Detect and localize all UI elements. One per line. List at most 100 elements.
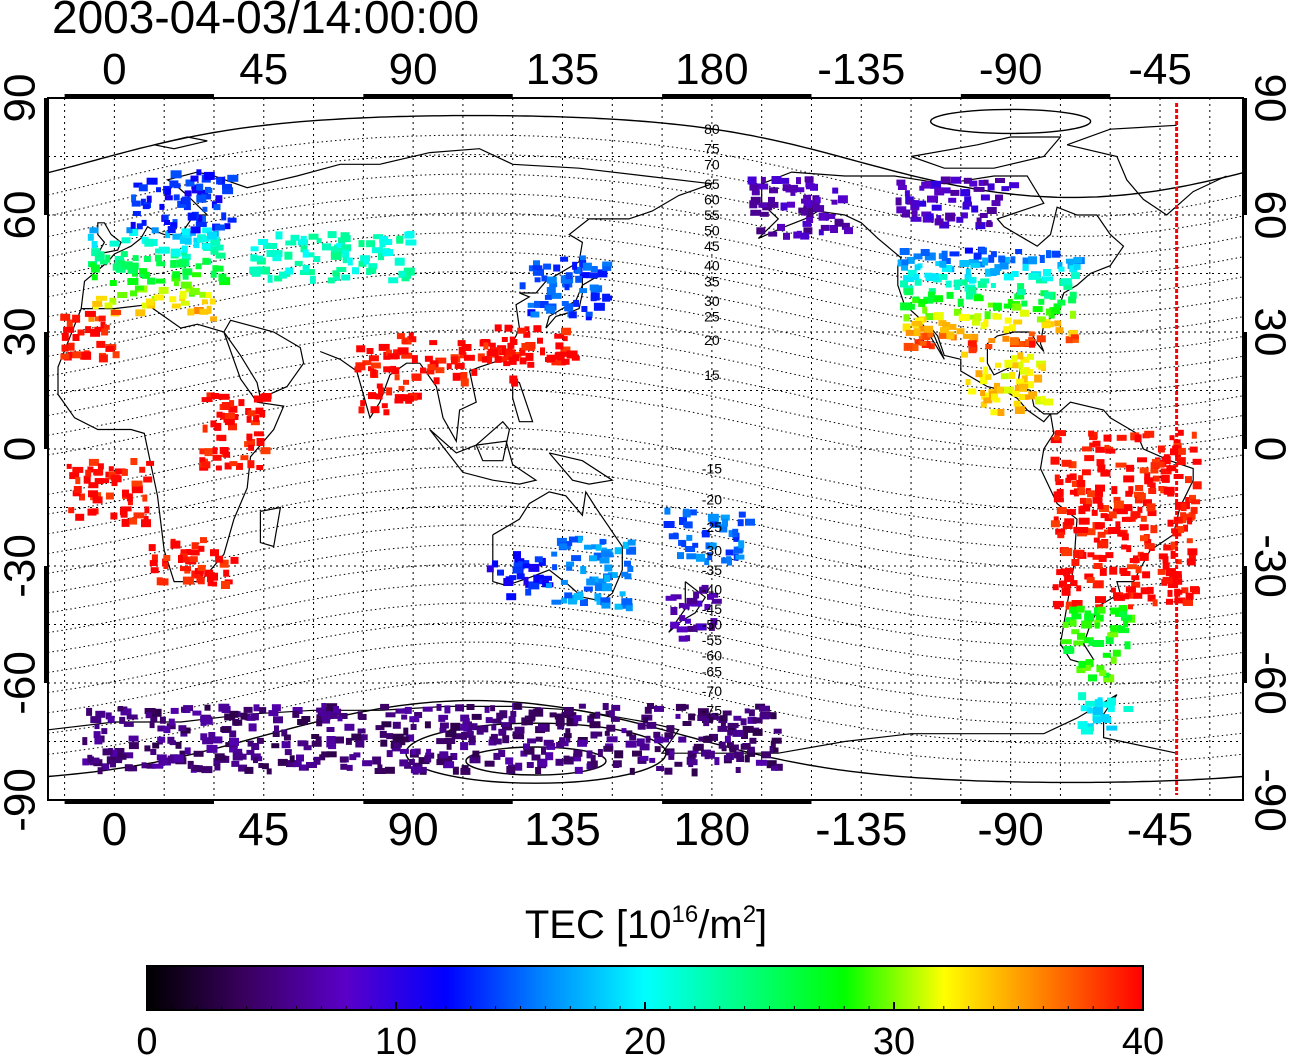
tec-cell bbox=[991, 200, 1001, 207]
tec-cell bbox=[900, 280, 908, 288]
tec-cell bbox=[191, 570, 201, 579]
tec-cell bbox=[532, 265, 543, 271]
tec-cell bbox=[787, 201, 795, 208]
tec-cell bbox=[565, 728, 571, 735]
tec-cell bbox=[1094, 607, 1100, 616]
tec-cell bbox=[559, 737, 566, 744]
tec-cell bbox=[216, 177, 223, 185]
tec-cell bbox=[185, 179, 195, 187]
contour-label: -45 bbox=[702, 601, 722, 617]
tec-cell bbox=[912, 344, 919, 351]
tec-cell bbox=[703, 718, 710, 727]
tec-cell bbox=[338, 713, 348, 719]
tec-cell bbox=[1139, 552, 1149, 561]
tec-cell bbox=[546, 583, 552, 589]
tec-cell bbox=[688, 713, 696, 721]
tec-cell bbox=[602, 261, 613, 267]
tec-cell bbox=[684, 618, 691, 624]
tec-cell bbox=[274, 725, 279, 733]
tec-cell bbox=[393, 349, 402, 356]
tec-cell bbox=[1162, 576, 1173, 584]
top-lon-tick-label: 180 bbox=[675, 45, 748, 94]
tec-cell bbox=[313, 256, 321, 262]
tec-cell bbox=[1001, 186, 1010, 192]
tec-cell bbox=[678, 736, 687, 743]
tec-cell bbox=[1034, 374, 1043, 383]
tec-cell bbox=[1092, 554, 1103, 560]
tec-cell bbox=[88, 509, 97, 515]
tec-cell bbox=[566, 541, 573, 547]
tec-cell bbox=[747, 749, 756, 757]
tec-cell bbox=[643, 717, 649, 724]
tec-cell bbox=[105, 492, 114, 500]
tec-cell bbox=[596, 599, 604, 605]
tec-cell bbox=[597, 749, 603, 757]
tec-cell bbox=[997, 409, 1005, 416]
tec-cell bbox=[645, 735, 651, 743]
tec-cell bbox=[1073, 640, 1084, 646]
tec-cell bbox=[524, 326, 530, 332]
tec-cell bbox=[721, 557, 728, 564]
tec-cell bbox=[229, 461, 238, 467]
tec-cell bbox=[669, 750, 675, 756]
tec-cell bbox=[780, 202, 788, 211]
tec-cell bbox=[958, 314, 970, 321]
tec-cell bbox=[414, 712, 423, 718]
tec-cell bbox=[1088, 430, 1095, 437]
tec-cell bbox=[1093, 537, 1100, 543]
top-lon-tick-label: 45 bbox=[239, 45, 288, 94]
tec-cell bbox=[738, 540, 745, 549]
tec-cell bbox=[597, 269, 608, 278]
tec-cell bbox=[735, 767, 741, 773]
tec-cell bbox=[619, 591, 626, 597]
tec-cell bbox=[253, 395, 263, 403]
tec-cell bbox=[1082, 446, 1092, 452]
tec-cell bbox=[696, 553, 705, 562]
tec-cell bbox=[390, 365, 396, 371]
tec-cell bbox=[1070, 272, 1080, 280]
tec-cell bbox=[814, 197, 821, 204]
tec-cell bbox=[128, 742, 139, 750]
tec-cell bbox=[960, 212, 968, 219]
tec-cell bbox=[436, 738, 446, 745]
tec-cell bbox=[1110, 587, 1116, 593]
tec-colorbar: 0 10 20 30 40 bbox=[136, 965, 1164, 1057]
tec-cell bbox=[439, 751, 449, 759]
tec-cell bbox=[681, 704, 689, 710]
tec-cell bbox=[346, 764, 353, 771]
tec-cell bbox=[604, 564, 613, 572]
tec-cell bbox=[1126, 545, 1132, 553]
tec-cell bbox=[159, 203, 165, 210]
tec-cell bbox=[903, 342, 914, 351]
tec-cell bbox=[109, 297, 117, 305]
tec-cell bbox=[120, 251, 128, 258]
tec-cell bbox=[184, 237, 192, 245]
tec-cell bbox=[1131, 575, 1140, 581]
tec-cell bbox=[292, 761, 302, 768]
contour-line bbox=[48, 290, 1243, 374]
tec-cell bbox=[1185, 497, 1193, 503]
tec-cell bbox=[1069, 265, 1078, 273]
top-lon-tick-label: 135 bbox=[526, 45, 599, 94]
tec-cell bbox=[403, 379, 409, 385]
tec-cell bbox=[141, 519, 151, 528]
tec-cell bbox=[1147, 510, 1157, 517]
tec-cell bbox=[632, 750, 642, 757]
tec-cell bbox=[1100, 714, 1110, 723]
tec-cell bbox=[386, 387, 393, 396]
tec-cell bbox=[1045, 308, 1051, 316]
tec-cell bbox=[984, 311, 991, 320]
tec-cell bbox=[977, 280, 987, 288]
tec-cell bbox=[326, 727, 335, 732]
tec-cell bbox=[392, 721, 401, 729]
tec-cell bbox=[653, 731, 661, 738]
bottom-lon-tick-label: -90 bbox=[977, 803, 1043, 855]
tec-cell bbox=[959, 260, 970, 267]
tec-cell bbox=[1011, 271, 1019, 277]
tec-cell bbox=[223, 569, 230, 577]
tec-cell bbox=[621, 728, 627, 734]
tec-cell bbox=[196, 169, 202, 176]
tec-cell bbox=[1095, 484, 1105, 492]
tec-cell bbox=[1126, 464, 1135, 472]
tec-cell bbox=[512, 566, 523, 574]
